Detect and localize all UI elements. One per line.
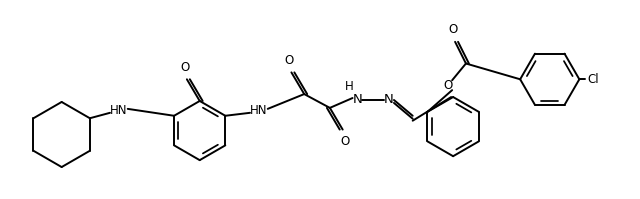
Text: HN: HN [250,104,268,117]
Text: O: O [444,79,453,92]
Text: O: O [285,54,294,67]
Text: N: N [353,94,362,106]
Text: HN: HN [110,104,127,117]
Text: N: N [384,94,394,106]
Text: H: H [345,80,354,93]
Text: Cl: Cl [588,73,599,86]
Text: O: O [340,135,349,148]
Text: O: O [449,23,458,36]
Text: O: O [180,61,189,74]
